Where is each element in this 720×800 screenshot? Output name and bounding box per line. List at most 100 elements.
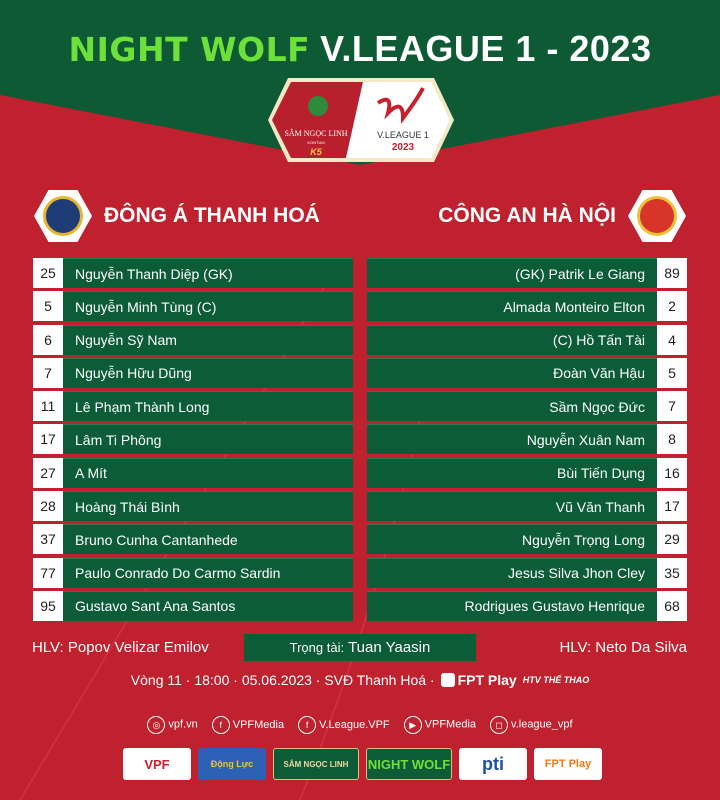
match-details: Vòng 11 · 18:00 · 05.06.2023 · SVĐ Thanh… [130, 672, 435, 688]
player-name: Bùi Tiến Dụng [367, 457, 657, 488]
player-number: 77 [33, 557, 63, 588]
player-row: 6 Nguyễn Sỹ Nam [33, 324, 353, 355]
player-name: (C) Hồ Tấn Tài [367, 324, 657, 355]
home-team-logo [34, 190, 92, 242]
player-number: 35 [657, 557, 687, 588]
social-link-text: VPFMedia [424, 718, 477, 731]
player-row: Đoàn Văn Hậu 5 [367, 357, 687, 388]
svg-text:2023: 2023 [392, 142, 415, 153]
away-coach: HLV: Neto Da Silva [559, 639, 687, 656]
player-name: Lâm Ti Phông [63, 424, 353, 455]
player-row: (GK) Patrik Le Giang 89 [367, 258, 687, 288]
social-link-text: VPFMedia [232, 719, 285, 731]
home-lineup: 25 Nguyễn Thanh Diệp (GK) 5 Nguyễn Minh Tùn… [33, 258, 353, 624]
sponsor-pti: pti [459, 748, 527, 780]
player-name: Jesus Silva Jhon Cley [367, 557, 657, 588]
player-name: Almada Monteiro Elton [367, 291, 657, 322]
svg-text:V.LEAGUE 1: V.LEAGUE 1 [377, 130, 429, 140]
player-row: Almada Monteiro Elton 2 [367, 291, 687, 322]
night-wolf-brand: NIGHT WOLF [68, 30, 311, 69]
sponsor-fpt-play: FPT Play [534, 748, 602, 780]
svg-text:K5: K5 [310, 147, 322, 157]
play-icon [440, 673, 455, 687]
home-coach: HLV: Popov Velizar Emilov [32, 639, 209, 656]
referee-label: Trọng tài: [289, 640, 345, 655]
player-number: 28 [33, 491, 63, 522]
player-number: 95 [33, 590, 63, 621]
player-name: Rodrigues Gustavo Henrique [367, 590, 657, 621]
player-row: 25 Nguyễn Thanh Diệp (GK) [33, 258, 353, 288]
referee-box: Trọng tài: Tuan Yaasin [244, 634, 476, 661]
player-row: Bùi Tiến Dụng 16 [367, 457, 687, 488]
player-number: 17 [33, 424, 63, 455]
player-row: Nguyễn Xuân Nam 8 [367, 424, 687, 455]
social-link[interactable]: ◻ v.league_vpf [490, 716, 573, 734]
player-number: 16 [657, 457, 687, 488]
player-number: 2 [657, 291, 687, 322]
away-team-logo [628, 190, 686, 242]
player-row: (C) Hồ Tấn Tài 4 [367, 324, 687, 355]
player-name: Sầm Ngọc Đức [367, 391, 657, 422]
sponsor-vpf: VPF [123, 748, 191, 780]
player-name: Nguyễn Xuân Nam [367, 424, 657, 455]
player-row: 11 Lê Phạm Thành Long [33, 391, 353, 422]
player-number: 4 [657, 324, 687, 355]
away-lineup: (GK) Patrik Le Giang 89 Almada Monteiro El… [367, 258, 687, 624]
htv-logo: HTV THỂ THAO [522, 675, 590, 685]
player-row: Nguyễn Trọng Long 29 [367, 524, 687, 555]
player-row: 17 Lâm Ti Phông [33, 424, 353, 455]
player-name: Gustavo Sant Ana Santos [63, 590, 353, 621]
social-link[interactable]: ▶ VPFMedia [403, 716, 477, 734]
player-name: Nguyễn Hữu Dũng [63, 357, 353, 388]
player-name: Hoàng Thái Bình [63, 491, 353, 522]
player-number: 27 [33, 457, 63, 488]
player-number: 5 [33, 291, 63, 322]
globe-icon: ◎ [147, 716, 166, 734]
player-name: Đoàn Văn Hậu [367, 357, 657, 388]
player-name: (GK) Patrik Le Giang [367, 258, 657, 288]
player-row: Vũ Văn Thanh 17 [367, 491, 687, 522]
instagram-icon: ◻ [490, 716, 509, 734]
player-name: Lê Phạm Thành Long [63, 391, 353, 422]
home-team-header: ĐÔNG Á THANH HOÁ [34, 190, 320, 242]
player-number: 68 [657, 590, 687, 621]
fpt-play-text: FPT Play [457, 672, 517, 688]
player-row: 37 Bruno Cunha Cantanhede [33, 524, 353, 555]
sponsor-dong-luc: Động Lực [198, 748, 266, 780]
player-number: 7 [33, 357, 63, 388]
player-name: A Mít [63, 457, 353, 488]
player-number: 6 [33, 324, 63, 355]
social-link-text: V.League.VPF [319, 719, 390, 731]
player-name: Vũ Văn Thanh [367, 491, 657, 522]
player-row: 27 A Mít [33, 457, 353, 488]
player-name: Bruno Cunha Cantanhede [63, 524, 353, 555]
player-row: 77 Paulo Conrado Do Carmo Sardin [33, 557, 353, 588]
svg-text:KONTUM: KONTUM [307, 140, 324, 145]
player-number: 17 [657, 491, 687, 522]
player-row: 28 Hoàng Thái Bình [33, 491, 353, 522]
page-title: NIGHT WOLF V.LEAGUE 1 - 2023 [0, 28, 720, 70]
player-name: Paulo Conrado Do Carmo Sardin [63, 557, 353, 588]
facebook-icon: f [211, 716, 230, 734]
league-emblem: SÂM NGỌC LINH KONTUM K5 V.LEAGUE 1 2023 [268, 78, 454, 162]
player-name: Nguyễn Minh Tùng (C) [63, 291, 353, 322]
player-row: Rodrigues Gustavo Henrique 68 [367, 590, 687, 621]
player-number: 89 [657, 258, 687, 288]
social-link[interactable]: f V.League.VPF [298, 716, 390, 734]
player-row: 95 Gustavo Sant Ana Santos [33, 590, 353, 621]
fpt-play-logo: FPT Play [440, 672, 517, 688]
league-title: V.LEAGUE 1 - 2023 [320, 28, 652, 69]
player-row: Jesus Silva Jhon Cley 35 [367, 557, 687, 588]
social-link-text: v.league_vpf [511, 718, 573, 731]
away-team-header: CÔNG AN HÀ NỘI [438, 190, 686, 242]
player-row: Sầm Ngọc Đức 7 [367, 391, 687, 422]
sponsor-bar: VPF Động Lực SÂM NGỌC LINH NIGHT WOLF pt… [123, 748, 602, 780]
home-team-name: ĐÔNG Á THANH HOÁ [104, 204, 320, 227]
social-link[interactable]: ◎ vpf.vn [147, 716, 198, 734]
social-link[interactable]: f VPFMedia [211, 716, 285, 734]
player-row: 7 Nguyễn Hữu Dũng [33, 357, 353, 388]
player-number: 25 [33, 258, 63, 288]
sponsor-night-wolf: NIGHT WOLF [366, 748, 452, 780]
player-name: Nguyễn Sỹ Nam [63, 324, 353, 355]
social-link-text: vpf.vn [168, 718, 198, 731]
